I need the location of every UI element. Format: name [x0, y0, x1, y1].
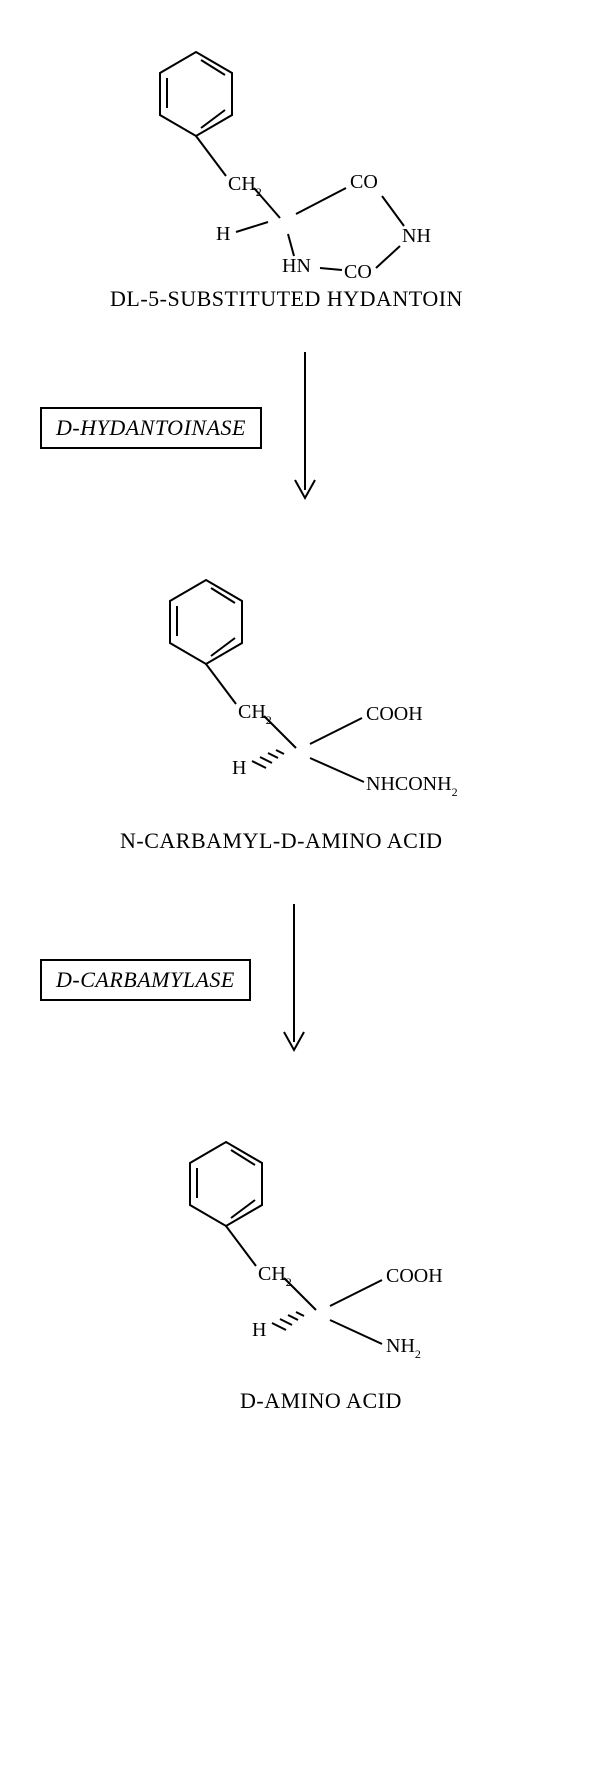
svg-text:CH2: CH2: [238, 701, 272, 727]
enzyme-1-box: D-HYDANTOINASE: [40, 407, 262, 449]
mol1-co-bot: CO: [344, 261, 372, 280]
svg-text:CH2: CH2: [258, 1263, 292, 1289]
molecule-3-caption: D-AMINO ACID: [140, 1388, 589, 1414]
molecule-1-block: CH2 H CO NH CO HN DL-5-SUBSTITUTED HYDAN…: [110, 20, 589, 312]
mol2-ch2-sub: 2: [266, 713, 272, 727]
mol1-ch2-sub: 2: [256, 185, 262, 199]
enzyme-1-label: D-HYDANTOINASE: [56, 415, 246, 440]
mol1-co-top: CO: [350, 171, 378, 193]
molecule-1-structure: CH2 H CO NH CO HN: [110, 20, 470, 280]
mol2-nhconh2: NHCONH: [366, 773, 452, 795]
reaction-step-2: D-CARBAMYLASE: [40, 900, 589, 1060]
mol2-nhconh2-sub: 2: [452, 785, 458, 798]
mol3-h: H: [252, 1319, 266, 1341]
molecule-2-block: CH2 H COOH NHCONH2 N-CARBAMYL-D-AMINO AC…: [120, 548, 589, 854]
molecule-1-caption: DL-5-SUBSTITUTED HYDANTOIN: [110, 286, 589, 312]
mol3-ch2: CH: [258, 1263, 286, 1285]
mol2-ch2: CH: [238, 701, 266, 723]
molecule-3-block: CH2 H COOH NH2 D-AMINO ACID: [140, 1110, 589, 1414]
molecule-3-structure: CH2 H COOH NH2: [140, 1110, 520, 1360]
svg-text:NH2: NH2: [386, 1335, 421, 1360]
mol3-cooh: COOH: [386, 1265, 443, 1287]
mol1-hn: HN: [282, 255, 311, 277]
molecule-2-structure: CH2 H COOH NHCONH2: [120, 548, 540, 798]
enzyme-2-label: D-CARBAMYLASE: [56, 967, 235, 992]
enzyme-2-box: D-CARBAMYLASE: [40, 959, 251, 1001]
page: CH2 H CO NH CO HN DL-5-SUBSTITUTED HYDAN…: [0, 0, 609, 1788]
mol3-ch2-sub: 2: [286, 1275, 292, 1289]
molecule-2-caption: N-CARBAMYL-D-AMINO ACID: [120, 828, 589, 854]
mol1-h: H: [216, 223, 230, 245]
reaction-arrow-1: [290, 348, 320, 508]
mol2-h: H: [232, 757, 246, 779]
mol1-ch2: CH: [228, 173, 256, 195]
reaction-arrow-2: [279, 900, 309, 1060]
mol2-cooh: COOH: [366, 703, 423, 725]
svg-text:CH2: CH2: [228, 173, 262, 199]
mol1-nh: NH: [402, 225, 431, 247]
mol3-nh2: NH: [386, 1335, 415, 1357]
svg-text:NHCONH2: NHCONH2: [366, 773, 458, 798]
reaction-step-1: D-HYDANTOINASE: [40, 348, 589, 508]
mol3-nh2-sub: 2: [415, 1347, 421, 1360]
